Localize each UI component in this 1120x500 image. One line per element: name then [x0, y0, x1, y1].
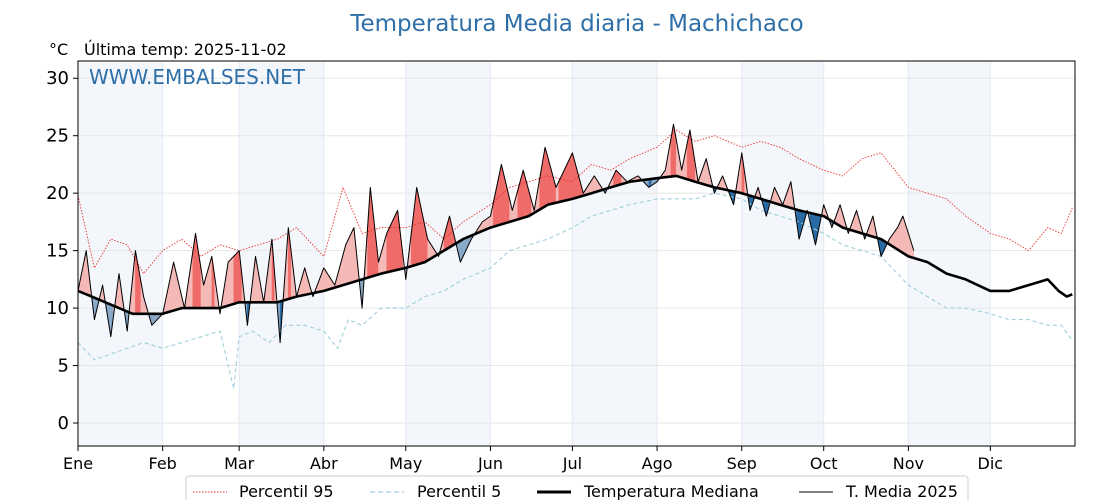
- y-tick-label: 15: [46, 241, 69, 262]
- unit-label: °C: [49, 40, 68, 59]
- y-tick-label: 10: [46, 298, 69, 319]
- fill-above-median: [386, 227, 390, 273]
- x-axis: Ene Feb Mar Abr May Jun Jul Ago Sep Oct Nov Dic: [63, 446, 1003, 473]
- month-band: [239, 61, 324, 446]
- x-tick-label: Ene: [63, 454, 93, 473]
- legend-box: [185, 475, 969, 500]
- fill-above-median: [236, 250, 240, 304]
- legend-label-2025: T. Media 2025: [845, 482, 958, 500]
- fill-above-median: [348, 233, 352, 284]
- fill-above-median: [394, 210, 398, 271]
- fill-above-median: [233, 252, 237, 305]
- fill-above-median: [230, 255, 234, 306]
- x-tick-label: Dic: [978, 454, 1004, 473]
- x-tick-label: Sep: [727, 454, 757, 473]
- x-tick-label: Mar: [224, 454, 255, 473]
- series-line-p5: [77, 192, 1073, 389]
- y-tick-label: 30: [46, 68, 69, 89]
- legend-label-median: Temperatura Mediana: [583, 482, 759, 500]
- series-lines: [77, 123, 1073, 389]
- month-band: [572, 61, 658, 446]
- month-band: [908, 61, 991, 446]
- x-tick-label: Oct: [810, 454, 838, 473]
- x-tick-label: Jun: [477, 454, 503, 473]
- x-tick-label: Ago: [642, 454, 673, 473]
- fill-above-median: [391, 216, 396, 272]
- x-tick-label: Feb: [149, 454, 177, 473]
- series-line-2025: [77, 123, 915, 344]
- y-axis: 0 5 10 15 20 25 30: [46, 68, 78, 434]
- x-tick-label: Nov: [893, 454, 924, 473]
- month-band: [78, 61, 163, 446]
- last-temp-label: Última temp: 2025-11-02: [84, 40, 287, 59]
- legend: Percentil 95 Percentil 5 Temperatura Med…: [185, 475, 969, 500]
- y-tick-label: 5: [58, 356, 69, 377]
- x-tick-label: Jul: [562, 454, 582, 473]
- legend-label-p95: Percentil 95: [239, 482, 334, 500]
- chart-title: Temperatura Media diaria - Machichaco: [349, 11, 803, 37]
- legend-label-p5: Percentil 5: [417, 482, 501, 500]
- series-line-p95: [77, 129, 1073, 275]
- fill-above-median: [350, 227, 355, 283]
- series-line-median: [77, 174, 1073, 316]
- fill-above-median: [228, 258, 232, 306]
- x-tick-label: May: [389, 454, 422, 473]
- plot-frame: [77, 60, 1076, 447]
- fill-above-median: [389, 221, 393, 272]
- month-bands: [78, 61, 991, 446]
- y-tick-label: 0: [58, 413, 69, 434]
- fill-above-median: [569, 152, 573, 200]
- y-tick-label: 25: [46, 126, 69, 147]
- watermark: WWW.EMBALSES.NET: [89, 65, 306, 89]
- fill-above-median: [345, 239, 349, 285]
- y-tick-label: 20: [46, 183, 69, 204]
- x-tick-label: Abr: [310, 454, 338, 473]
- month-band: [741, 61, 824, 446]
- fill-above-median: [566, 158, 570, 201]
